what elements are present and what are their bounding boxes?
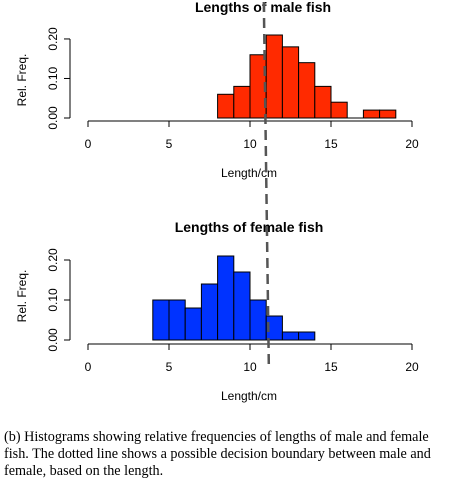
histogram-bar [362, 109, 381, 119]
histogram-bar [265, 34, 283, 119]
x-tick-label: 10 [243, 137, 257, 151]
histogram-bar [152, 299, 170, 341]
x-tick-label: 0 [85, 137, 92, 151]
histogram-bar [330, 101, 348, 119]
y-axis-label: Rel. Freq. [15, 54, 29, 107]
bars-group [217, 34, 397, 119]
caption-line: female, based on the length. [4, 463, 164, 479]
histogram-bar [168, 299, 186, 341]
x-axis-label: Length/cm [221, 166, 277, 180]
histogram-bar [314, 85, 332, 119]
x-tick-label: 15 [324, 137, 338, 151]
y-axis: 0.00 0.10 0.20 [46, 27, 71, 130]
histogram-bar [281, 331, 300, 341]
y-tick-label: 0.00 [46, 106, 60, 130]
y-axis: 0.00 0.10 0.20 [46, 248, 71, 352]
y-axis-label: Rel. Freq. [15, 270, 29, 323]
y-tick-label: 0.20 [46, 27, 60, 51]
male-histogram-panel: Lengths of male fish 0.000.100.20 0 5 10 15… [15, 0, 419, 180]
y-tick-label: 0.10 [46, 66, 60, 90]
x-tick-label: 5 [166, 137, 173, 151]
histogram-bar [249, 299, 267, 341]
x-tick-label: 20 [405, 360, 419, 374]
x-axis-label: Length/cm [221, 389, 277, 403]
histogram-bar [379, 109, 397, 119]
histogram-bar [200, 283, 219, 341]
x-tick-label: 0 [85, 360, 92, 374]
histogram-bar [217, 93, 235, 119]
chart-title: Lengths of female fish [175, 219, 324, 235]
histogram-bar [298, 62, 316, 119]
histogram-bar [184, 307, 202, 341]
figure: Lengths of male fish 0.000.100.20 0 5 10 15… [15, 0, 419, 403]
x-axis: 0 5 10 15 20 [85, 120, 419, 151]
caption-line: fish. The dotted line shows a possible d… [4, 446, 431, 462]
x-tick-label: 10 [243, 360, 257, 374]
histogram-bar [281, 46, 300, 119]
y-tick-label: 0.00 [46, 328, 60, 352]
caption-line: (b) Histograms showing relative frequenc… [4, 429, 429, 445]
bars-group [152, 255, 316, 341]
histogram-bar [265, 315, 283, 341]
histogram-bar [298, 331, 316, 341]
histogram-bar [233, 85, 251, 119]
x-axis: 0 5 10 15 20 [85, 343, 419, 374]
x-tick-label: 5 [166, 360, 173, 374]
decision-boundary-line [262, 1, 271, 367]
female-histogram-panel: Lengths of female fish 0.00 0.10 0.20 0 5 10… [15, 219, 419, 403]
histogram-bar [233, 271, 251, 341]
figure-caption: (b) Histograms showing relative frequenc… [4, 429, 474, 480]
y-tick-label: 0.20 [46, 248, 60, 272]
y-tick-label: 0.10 [46, 288, 60, 312]
x-tick-label: 15 [324, 360, 338, 374]
x-tick-label: 20 [405, 137, 419, 151]
histogram-bar [217, 255, 235, 341]
